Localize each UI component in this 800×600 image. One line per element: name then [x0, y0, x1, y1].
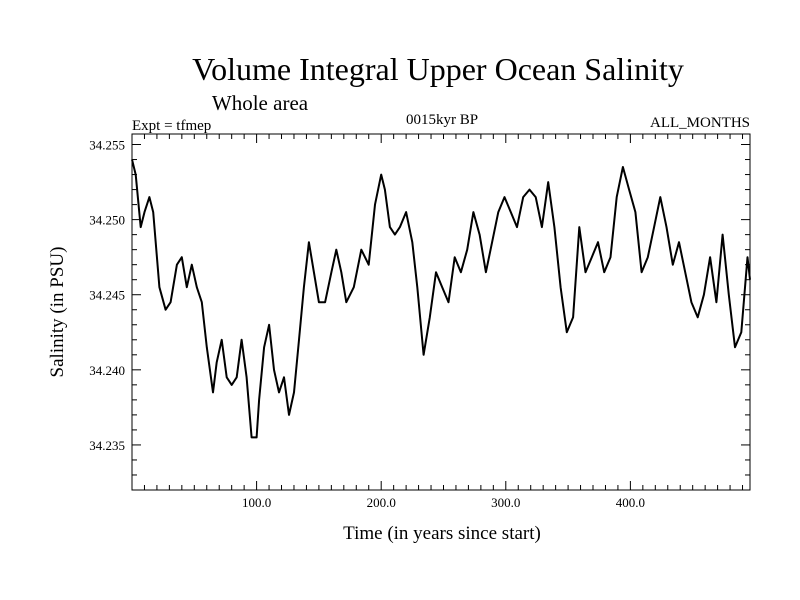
axis-ticks: [132, 134, 750, 490]
x-tick-label: 200.0: [367, 495, 396, 510]
y-tick-label: 34.255: [89, 138, 125, 153]
x-tick-label: 100.0: [242, 495, 271, 510]
x-tick-label: 300.0: [491, 495, 520, 510]
salinity-line: [131, 159, 751, 439]
x-axis-label: Time (in years since start): [343, 523, 541, 544]
chart-subtitle: Whole area: [212, 91, 309, 115]
plot-frame: [131, 133, 751, 491]
y-tick-label: 34.235: [89, 438, 125, 453]
months-label: ALL_MONTHS: [650, 115, 750, 131]
experiment-label: Expt = tfmep: [132, 118, 211, 134]
y-axis-label: Salinity (in PSU): [47, 247, 68, 378]
y-tick-label: 34.250: [89, 213, 125, 228]
y-tick-label: 34.245: [89, 288, 125, 303]
tick-labels: 100.0 200.0 300.0 400.0 34.235 34.240 34.245 34…: [89, 138, 645, 510]
time-period-label: 0015kyr BP: [406, 112, 478, 128]
chart-title: Volume Integral Upper Ocean Salinity: [192, 51, 684, 87]
x-tick-label: 400.0: [616, 495, 645, 510]
y-tick-label: 34.240: [89, 363, 125, 378]
